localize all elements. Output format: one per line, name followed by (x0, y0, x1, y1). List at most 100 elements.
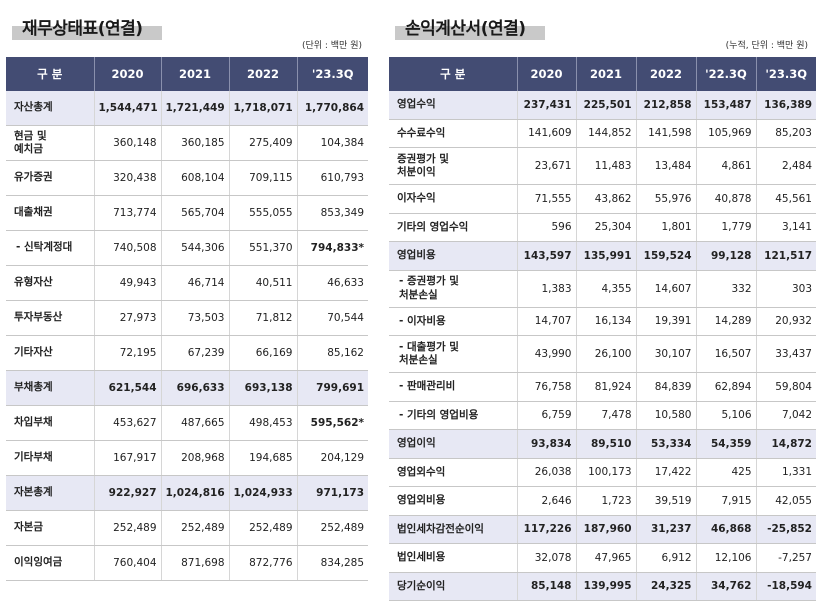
table-cell-value: 696,633 (161, 370, 230, 406)
table-row: - 대출평가 및 처분손실 43,990 26,100 30,107 16,507 33,… (389, 335, 816, 373)
table-cell-value: 85,162 (297, 335, 368, 371)
table-cell-value: 100,173 (576, 458, 637, 487)
table-cell-value: 31,237 (636, 515, 697, 544)
table-cell-value: 59,804 (756, 372, 816, 402)
table-cell-value: 1,721,449 (161, 90, 230, 126)
table-cell-value: 17,422 (636, 458, 697, 487)
table-cell-value: 1,331 (756, 458, 816, 487)
table-row: 기타자산 72,195 67,239 66,169 85,162 (6, 335, 368, 371)
table-cell-value: 610,793 (297, 160, 368, 196)
table-cell-value: 16,507 (696, 335, 757, 373)
table-cell-value: 47,965 (576, 543, 637, 573)
table-row: - 이자비용 14,707 16,134 19,391 14,289 20,932 (389, 307, 816, 336)
row-label: - 판매관리비 (389, 372, 518, 402)
table-cell-value: 740,508 (94, 230, 162, 266)
table-row: 법인세차감전순이익 117,226 187,960 31,237 46,868 -25,8… (389, 515, 816, 544)
income-unit-note: (누적, 단위 : 백만 원) (725, 41, 808, 51)
income-statement-title: 손익계산서(연결) (405, 19, 526, 39)
table-cell-value: 19,391 (636, 307, 697, 336)
income-header-row: 구 분 2020 2021 2022'22.3Q '23.3Q (389, 57, 816, 91)
table-cell-value: 252,489 (161, 510, 230, 546)
table-cell-value: 7,042 (756, 401, 816, 430)
balance-unit-note: (단위 : 백만 원) (301, 41, 362, 51)
table-cell-value: 1,024,933 (229, 475, 298, 511)
column-header-period: 2021 (576, 57, 637, 91)
table-row: 영업비용 143,597 135,991 159,524 99,128 121,517 (389, 241, 816, 271)
table-cell-value: 141,609 (517, 119, 577, 148)
column-header-period: 2022 (229, 57, 298, 91)
table-cell-value: 34,762 (696, 572, 757, 601)
balance-title-wrap: 재무상태표(연결) (12, 0, 162, 40)
table-cell-value: 16,134 (576, 307, 637, 336)
row-label: 영업비용 (389, 241, 518, 271)
row-label: 영업이익 (389, 429, 518, 459)
table-cell-value: 498,453 (229, 405, 298, 441)
balance-sheet-title: 재무상태표(연결) (22, 19, 143, 39)
table-cell-value: 596 (517, 213, 577, 242)
table-cell-value: 1,723 (576, 486, 637, 516)
table-cell-value: 187,960 (576, 515, 637, 544)
table-cell-value: 1,718,071 (229, 90, 298, 126)
row-label: 법인세비용 (389, 543, 518, 573)
table-row: 수수료수익 141,609 144,852 141,598 105,969 85,203 (389, 119, 816, 148)
table-row: 현금 및 예치금 360,148 360,185 275,409 104,384 (6, 125, 368, 161)
table-cell-value: 89,510 (576, 429, 637, 459)
row-label: 당기순이익 (389, 572, 518, 601)
column-header-period: 2020 (517, 57, 577, 91)
column-header-category: 구 분 (389, 57, 518, 91)
table-cell-value: 551,370 (229, 230, 298, 266)
table-cell-value: 33,437 (756, 335, 816, 373)
table-cell-value: 93,834 (517, 429, 577, 459)
row-label: 현금 및 예치금 (6, 125, 95, 161)
table-row: - 증권평가 및 처분손실 1,383 4,355 14,607 332 303 (389, 270, 816, 308)
row-label: 대출채권 (6, 195, 95, 231)
table-cell-value: 303 (756, 270, 816, 308)
table-cell-value: -18,594 (756, 572, 816, 601)
table-cell-value: 709,115 (229, 160, 298, 196)
balance-header-row: 구 분 2020 2021 2022'23.3Q (6, 57, 368, 91)
column-header-period: '23.3Q (297, 57, 368, 91)
table-cell-value: 121,517 (756, 241, 816, 271)
table-cell-value: 54,359 (696, 429, 757, 459)
table-cell-value: 70,544 (297, 300, 368, 336)
table-cell-value: 26,038 (517, 458, 577, 487)
table-cell-value: 208,968 (161, 440, 230, 476)
title-underline-bar (12, 26, 162, 40)
table-cell-value: 40,511 (229, 265, 298, 301)
row-label: 수수료수익 (389, 119, 518, 148)
table-cell-value: 143,597 (517, 241, 577, 271)
table-row: 영업외비용 2,646 1,723 39,519 7,915 42,055 (389, 486, 816, 516)
income-title-wrap: 손익계산서(연결) (395, 0, 545, 40)
table-cell-value: 24,325 (636, 572, 697, 601)
table-row: 당기순이익 85,148 139,995 24,325 34,762 -18,594 (389, 572, 816, 601)
column-header-category: 구 분 (6, 57, 95, 91)
table-cell-value: 71,812 (229, 300, 298, 336)
row-label: 이자수익 (389, 184, 518, 214)
table-cell-value: 85,148 (517, 572, 577, 601)
table-cell-value: 66,169 (229, 335, 298, 371)
table-cell-value: 1,770,864 (297, 90, 368, 126)
table-cell-value: 139,995 (576, 572, 637, 601)
table-cell-value: 760,404 (94, 545, 162, 581)
table-cell-value: 46,633 (297, 265, 368, 301)
table-cell-value: 25,304 (576, 213, 637, 242)
row-label: 투자부동산 (6, 300, 95, 336)
row-label: - 이자비용 (389, 307, 518, 336)
table-cell-value: 5,106 (696, 401, 757, 430)
table-row: 영업수익 237,431 225,501 212,858 153,487 136,389 (389, 90, 816, 120)
row-label: 유형자산 (6, 265, 95, 301)
table-cell-value: 212,858 (636, 90, 697, 120)
row-label: - 대출평가 및 처분손실 (389, 335, 518, 373)
table-cell-value: 555,055 (229, 195, 298, 231)
row-label: - 증권평가 및 처분손실 (389, 270, 518, 308)
table-cell-value: 117,226 (517, 515, 577, 544)
row-label: 기타자산 (6, 335, 95, 371)
row-label: 자본금 (6, 510, 95, 546)
table-row: 투자부동산 27,973 73,503 71,812 70,544 (6, 300, 368, 336)
income-statement-table: 구 분 2020 2021 2022'22.3Q '23.3Q 영업수익 237,431 2… (389, 57, 816, 601)
table-cell-value: 595,562* (297, 405, 368, 441)
table-cell-value: 14,707 (517, 307, 577, 336)
table-cell-value: 81,924 (576, 372, 637, 402)
table-cell-value: 621,544 (94, 370, 162, 406)
table-cell-value: 1,383 (517, 270, 577, 308)
